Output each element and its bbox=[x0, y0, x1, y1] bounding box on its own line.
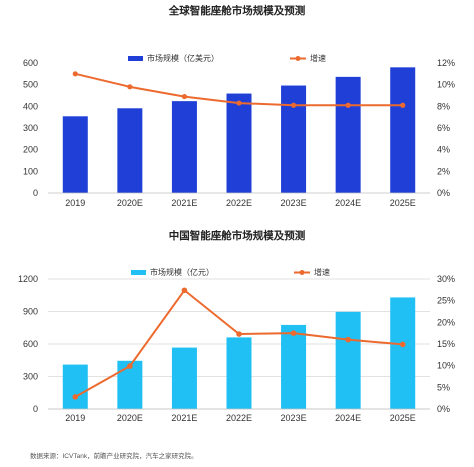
growth-point-2024E bbox=[345, 336, 351, 343]
bar-2021E bbox=[171, 347, 197, 409]
growth-point-2020E bbox=[127, 363, 133, 369]
y-left-tick-label: 200 bbox=[23, 145, 38, 155]
bar-2019 bbox=[62, 364, 88, 409]
y-left-tick-label: 100 bbox=[23, 166, 38, 176]
bar-2021E bbox=[171, 101, 197, 193]
legend-bar-label: 市场规模（亿美元） bbox=[147, 53, 219, 63]
y-left-tick-label: 1200 bbox=[18, 274, 38, 284]
bar-2024E bbox=[335, 311, 361, 409]
y-left-tick-label: 400 bbox=[23, 101, 38, 111]
bar-2025E bbox=[390, 67, 416, 193]
chart-title-1: 中国智能座舱市场规模及预测 bbox=[169, 229, 306, 242]
x-tick-label: 2020E bbox=[117, 198, 143, 208]
growth-point-2025E bbox=[400, 102, 406, 108]
y-left-tick-label: 600 bbox=[23, 339, 38, 349]
growth-point-2022E bbox=[236, 331, 242, 337]
growth-point-2019 bbox=[72, 394, 79, 400]
x-tick-label: 2025E bbox=[390, 413, 416, 423]
bar-2019 bbox=[62, 116, 88, 193]
y-right-tick-label: 20% bbox=[437, 317, 455, 327]
growth-point-2025E bbox=[399, 341, 406, 348]
y-left-tick-label: 0 bbox=[33, 404, 38, 414]
y-right-tick-label: 0% bbox=[437, 404, 450, 414]
y-left-tick-label: 600 bbox=[23, 58, 38, 68]
growth-point-2023E bbox=[290, 102, 297, 108]
growth-point-2022E bbox=[236, 100, 242, 106]
y-right-tick-label: 30% bbox=[437, 274, 455, 284]
growth-point-2021E bbox=[181, 93, 188, 100]
y-left-tick-label: 900 bbox=[23, 307, 38, 317]
x-tick-label: 2021E bbox=[171, 198, 197, 208]
y-right-tick-label: 0% bbox=[437, 188, 450, 198]
x-tick-label: 2021E bbox=[171, 413, 197, 423]
source-note: 数据来源：ICVTank，前瞻产业研究院，汽车之家研究院。 bbox=[30, 451, 198, 460]
y-left-tick-label: 500 bbox=[23, 80, 38, 90]
growth-point-2019 bbox=[72, 71, 78, 77]
x-tick-label: 2024E bbox=[335, 413, 361, 423]
x-tick-label: 2022E bbox=[226, 413, 252, 423]
legend-bar-swatch bbox=[128, 56, 143, 61]
y-right-tick-label: 6% bbox=[437, 123, 450, 133]
bar-2025E bbox=[390, 297, 416, 409]
legend-bar-label: 市场规模（亿元） bbox=[150, 267, 214, 277]
bar-2020E bbox=[117, 108, 143, 193]
y-right-tick-label: 10% bbox=[437, 80, 455, 90]
y-right-tick-label: 25% bbox=[437, 296, 455, 306]
growth-point-2023E bbox=[290, 330, 297, 336]
x-tick-label: 2025E bbox=[390, 198, 416, 208]
growth-point-2020E bbox=[127, 84, 133, 90]
x-tick-label: 2020E bbox=[117, 413, 143, 423]
y-right-tick-label: 5% bbox=[437, 382, 450, 392]
x-tick-label: 2019 bbox=[65, 413, 85, 423]
legend-line-label: 增速 bbox=[310, 53, 326, 63]
legend-line-marker bbox=[299, 270, 305, 275]
growth-point-2021E bbox=[181, 287, 188, 294]
y-right-tick-label: 10% bbox=[437, 361, 455, 371]
x-tick-label: 2024E bbox=[335, 198, 361, 208]
legend-line-label: 增速 bbox=[314, 267, 330, 277]
bar-2023E bbox=[281, 85, 307, 193]
x-tick-label: 2022E bbox=[226, 198, 252, 208]
bar-2022E bbox=[226, 93, 252, 193]
legend-bar-swatch bbox=[131, 270, 146, 275]
y-right-tick-label: 8% bbox=[437, 101, 450, 111]
growth-point-2024E bbox=[345, 102, 351, 108]
y-left-tick-label: 300 bbox=[23, 123, 38, 133]
x-tick-label: 2023E bbox=[281, 198, 307, 208]
y-right-tick-label: 2% bbox=[437, 166, 450, 176]
x-tick-label: 2019 bbox=[65, 198, 85, 208]
bar-2024E bbox=[335, 76, 361, 193]
x-tick-label: 2023E bbox=[281, 413, 307, 423]
y-right-tick-label: 12% bbox=[437, 58, 455, 68]
bar-2023E bbox=[281, 324, 307, 409]
y-right-tick-label: 4% bbox=[437, 145, 450, 155]
chart-title-0: 全球智能座舱市场规模及预测 bbox=[168, 4, 306, 17]
legend-line-marker bbox=[295, 56, 301, 61]
y-left-tick-label: 300 bbox=[23, 372, 38, 382]
y-left-tick-label: 0 bbox=[33, 188, 38, 198]
bar-2022E bbox=[226, 337, 252, 409]
y-right-tick-label: 15% bbox=[437, 339, 455, 349]
